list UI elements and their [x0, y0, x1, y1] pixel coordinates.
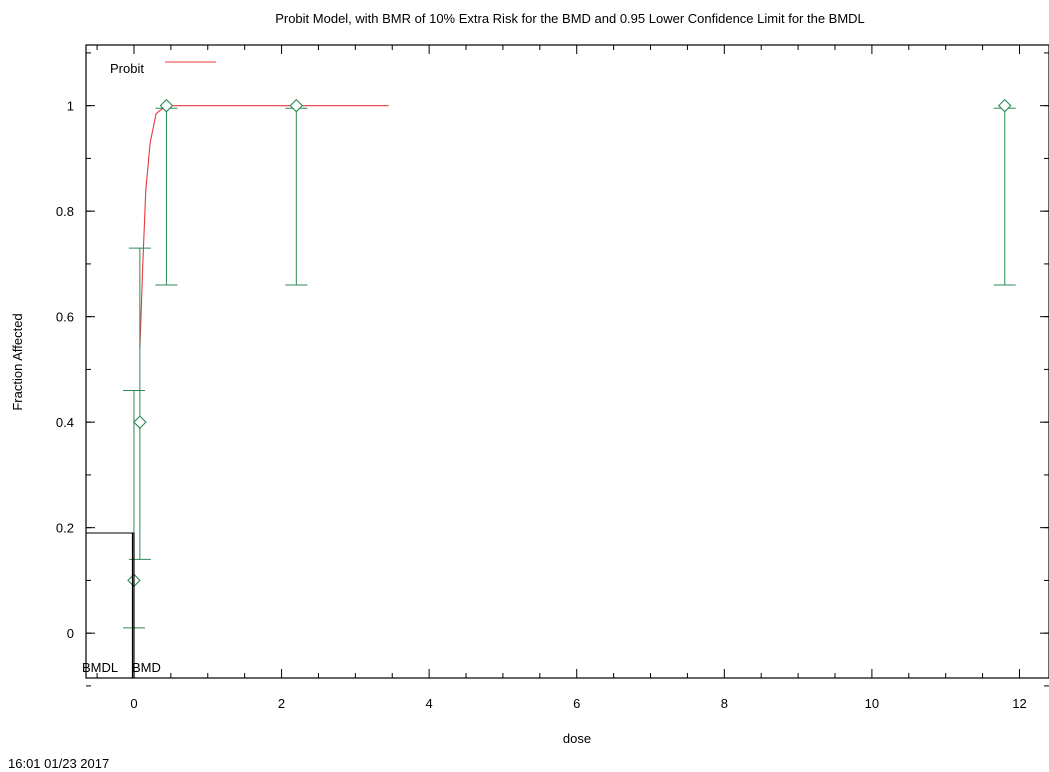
timestamp: 16:01 01/23 2017	[8, 756, 109, 771]
data-point	[289, 98, 304, 113]
x-tick-label: 12	[1012, 696, 1026, 711]
x-tick-label: 4	[426, 696, 433, 711]
y-tick-label: 0.6	[56, 310, 74, 325]
chart-title: Probit Model, with BMR of 10% Extra Risk…	[275, 11, 865, 26]
plot-frame	[85, 44, 1049, 679]
x-axis-label: dose	[563, 731, 591, 746]
bmd-label: BMD	[132, 660, 161, 675]
data-point	[997, 98, 1012, 113]
y-tick-label: 0.8	[56, 204, 74, 219]
x-tick-label: 0	[130, 696, 137, 711]
x-tick-label: 8	[721, 696, 728, 711]
data-point	[133, 415, 147, 429]
legend-label: Probit	[110, 61, 144, 76]
y-tick-label: 0.2	[56, 521, 74, 536]
y-tick-label: 0.4	[56, 415, 74, 430]
x-tick-label: 10	[865, 696, 879, 711]
y-tick-label: 0	[67, 626, 74, 641]
probit-model-curve	[139, 105, 389, 349]
bmdl-label: BMDL	[82, 660, 118, 675]
y-tick-label: 1	[67, 99, 74, 114]
x-tick-label: 6	[573, 696, 580, 711]
data-point	[159, 98, 174, 113]
x-tick-label: 2	[278, 696, 285, 711]
y-axis-label: Fraction Affected	[10, 313, 25, 410]
